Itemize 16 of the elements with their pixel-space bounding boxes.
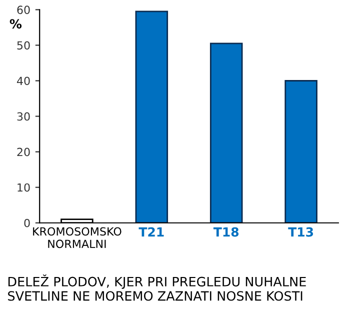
x-tick-label: KROMOSOMSKO NORMALNI — [33, 227, 122, 248]
y-axis-title: % — [10, 19, 22, 29]
x-tick-label: T13 — [288, 227, 314, 237]
bar — [210, 42, 243, 223]
y-tick-label: 30 — [17, 112, 30, 121]
y-tick-label: 10 — [18, 183, 30, 192]
y-tick-label: 0 — [24, 218, 30, 228]
x-tick-label: T21 — [138, 227, 164, 237]
text: DELEŽ PLODOV, KJER PRI PREGLEDU NUHALNE SVETLINE NE MOREMO ZAZNATI NOSNE KOSTI — [8, 274, 306, 301]
y-tick-label: 40 — [16, 76, 30, 86]
y-tick-label: 20 — [17, 148, 30, 156]
bar — [284, 80, 318, 223]
y-tick-label: 50 — [17, 41, 30, 50]
y-tick-label: 60 — [17, 6, 30, 14]
x-tick-label: T18 — [213, 227, 239, 237]
bar — [135, 10, 168, 223]
